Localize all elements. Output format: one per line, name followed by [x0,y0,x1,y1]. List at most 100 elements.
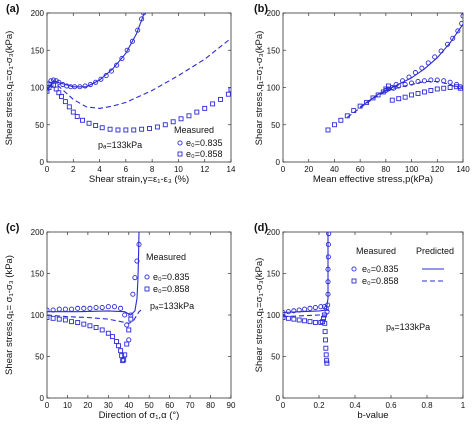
data-point-square [66,104,72,110]
data-point-square [323,352,329,358]
panel-letter: (d) [254,222,268,234]
data-point-square [93,123,99,128]
data-point-circle [93,304,99,311]
panel-a: 0 2 4 6 8 10 12 14 0 50 100 150 200 Shear strain,γ=ε₁… [4,9,236,185]
data-point-square [402,94,408,100]
data-point-circle [62,306,68,312]
data-point-square [285,315,291,321]
x-tick-label: 60 [165,401,174,410]
x-tick-label: 0.4 [349,401,361,410]
data-point-circle [56,306,62,312]
data-point-square [396,96,402,102]
x-tick-label: 20 [304,165,313,174]
data-point-square [321,315,326,321]
series-layer [47,13,231,133]
data-point-square [380,89,386,95]
data-point-square [86,120,92,126]
data-point-square [128,316,134,322]
x-tick-label: 50 [145,401,154,410]
data-point-square [56,316,62,322]
x-tick-label: 0 [281,401,286,410]
data-point-square [70,109,76,115]
data-point-square [107,126,113,132]
data-point-circle [87,81,93,88]
legend-label: e₀=0.835 [186,138,223,148]
data-point-square [375,92,381,98]
predicted-line-solid [47,232,140,316]
data-point-circle [428,77,434,83]
data-point-circle [434,77,440,83]
legend-label: e₀=0.858 [153,284,190,294]
x-tick-label: 80 [381,165,390,174]
panel-b: 0 20 40 60 80 100 120 140 0 50 100 150 200 Mean effec… [254,9,470,185]
data-point-square [434,86,440,92]
series-layer [283,232,332,366]
data-point-square [48,82,54,87]
x-tick-label: 12 [200,165,209,174]
x-tick-label: 0 [45,401,50,410]
data-point-square [122,352,128,358]
data-point-square [131,127,137,133]
x-tick-label: 30 [104,401,113,410]
data-point-square [324,358,330,364]
y-tick-label: 0 [276,158,281,167]
predicted-line-dashed [346,80,461,118]
y-tick-label: 150 [31,46,45,55]
x-tick-label: 70 [186,401,195,410]
x-tick-label: 10 [63,401,72,410]
data-point-square [80,117,85,123]
data-point-square [126,327,132,333]
data-point-square [59,93,64,99]
data-point-circle [75,305,81,311]
y-tick-label: 100 [31,84,45,93]
y-tick-label: 0 [276,394,281,403]
data-point-circle [135,27,141,33]
data-point-circle [118,305,124,311]
legend-marker-square [177,151,183,157]
data-point-square [296,317,302,323]
data-point-circle [126,337,132,343]
data-point-square [139,126,145,132]
y-tick-label: 200 [31,228,45,237]
data-point-circle [93,79,99,85]
predicted-line-solid [283,232,329,314]
legend-title: Measured [174,125,214,135]
y-tick-label: 100 [267,311,281,320]
data-point-circle [291,308,297,314]
legend-label: e₀=0.858 [362,276,399,286]
data-point-square [409,92,415,98]
y-tick-label: 50 [35,121,44,130]
data-point-square [99,327,105,333]
data-point-square [105,330,111,336]
legend-title: Measured [146,252,186,262]
legend-marker-circle [144,274,150,280]
x-tick-label: 0.6 [385,401,397,410]
legend-label: e₀=0.835 [362,264,399,274]
y-tick-label: 200 [267,9,281,18]
data-point-square [74,114,80,120]
data-point-square [302,318,308,324]
data-point-square [428,88,434,93]
data-point-square [87,323,93,329]
panel-c: 0 10 20 30 40 50 60 70 80 90 0 50 100 150 200 Direction… [4,228,236,421]
data-point-circle [111,304,118,310]
data-point-square [118,348,124,354]
data-point-square [120,358,126,364]
data-point-circle [455,28,461,34]
data-point-circle [318,304,324,310]
data-point-circle [129,38,135,44]
y-axis-label: Shear stress,q₁=σ₁-σ₃(kPa) [254,258,265,373]
data-point-circle [312,304,318,311]
legend-marker-square [351,278,357,284]
x-tick-label: 0 [281,165,286,174]
legend-label: e₀=0.835 [153,272,190,282]
predicted-line-dashed [47,37,231,109]
x-tick-label: 80 [206,401,215,410]
y-tick-label: 150 [267,270,281,279]
data-point-square [162,122,168,128]
series-layer [47,232,142,364]
data-point-square [421,89,427,95]
data-point-square [323,337,328,343]
y-tick-label: 0 [40,158,45,167]
